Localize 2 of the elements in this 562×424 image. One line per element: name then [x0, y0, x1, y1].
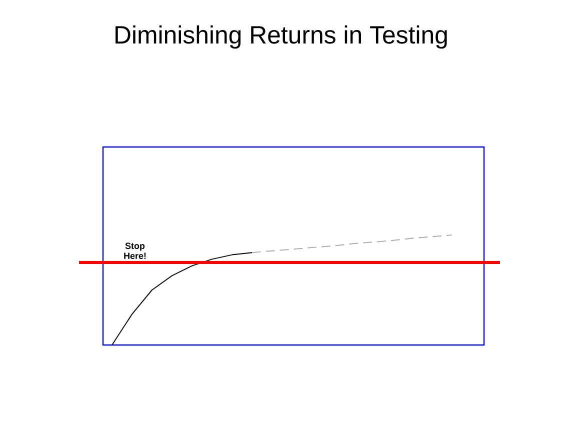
ref-line-label: Stop Here!: [124, 242, 146, 259]
chart-title: Diminishing Returns in Testing: [116, 25, 447, 49]
